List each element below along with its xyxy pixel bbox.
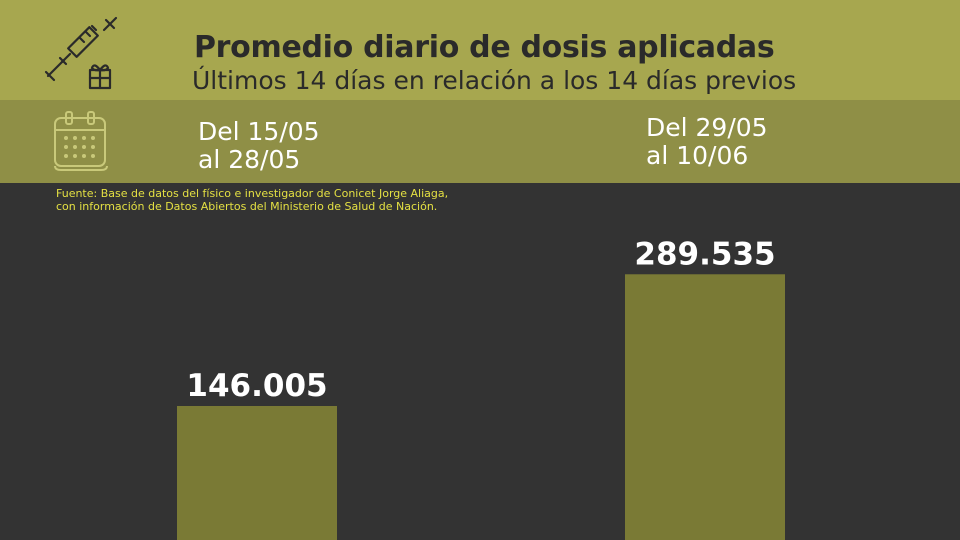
page-title: Promedio diario de dosis aplicadas (194, 30, 775, 65)
bar-value-label-1: 146.005 (186, 368, 327, 404)
source-line-1: Fuente: Base de datos del físico e inves… (56, 187, 449, 200)
period-band (0, 100, 960, 183)
source-line-2: con información de Datos Abiertos del Mi… (56, 200, 438, 213)
page-subtitle: Últimos 14 días en relación a los 14 día… (192, 66, 797, 95)
period-label-1: Del 15/05 al 28/05 (198, 118, 320, 174)
bar-2 (625, 274, 785, 540)
header-band (0, 0, 960, 100)
period-2-start: Del 29/05 (646, 113, 768, 142)
period-2-end: al 10/06 (646, 141, 749, 170)
source-note: Fuente: Base de datos del físico e inves… (56, 187, 448, 213)
calendar-icon (54, 111, 108, 171)
syringe-icon (44, 16, 118, 90)
bar-1 (177, 406, 337, 540)
bar-value-label-2: 289.535 (634, 236, 775, 272)
period-1-end: al 28/05 (198, 145, 301, 174)
period-label-2: Del 29/05 al 10/06 (646, 114, 768, 170)
period-1-start: Del 15/05 (198, 117, 320, 146)
